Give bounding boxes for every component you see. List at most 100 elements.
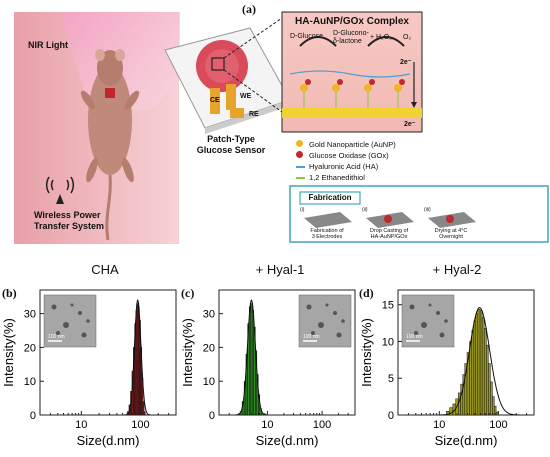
glucose-oxidase-icon bbox=[296, 151, 303, 158]
hyaluronic-acid-icon bbox=[296, 166, 305, 169]
tem-particle bbox=[436, 311, 440, 315]
fit-curve bbox=[439, 307, 520, 416]
x-axis-label: Size(d.nm) bbox=[77, 433, 140, 448]
tem-particle bbox=[311, 331, 315, 335]
y-axis-label: Intensity(%) bbox=[180, 318, 195, 387]
histogram-bar bbox=[492, 396, 495, 416]
nir-light-label: NIR Light bbox=[28, 40, 68, 50]
reaction-lactone-line1: D-Glucono- bbox=[333, 30, 369, 37]
nanoparticle-chain bbox=[289, 70, 411, 108]
fabrication-title: Fabrication bbox=[308, 193, 352, 202]
histogram-bar bbox=[143, 411, 146, 416]
schematic-illustration bbox=[14, 11, 549, 244]
tem-particle bbox=[409, 304, 415, 310]
histogram-bar bbox=[469, 341, 473, 416]
tem-particle bbox=[70, 303, 74, 307]
x-tick-label: 100 bbox=[313, 419, 331, 431]
histogram-bar bbox=[486, 344, 489, 416]
electron-label-2: 2e⁻ bbox=[404, 121, 416, 128]
fit-curve bbox=[235, 299, 268, 416]
x-axis-label: Size(d.nm) bbox=[256, 433, 319, 448]
histogram-bar bbox=[475, 313, 479, 416]
complex-title: HA-AuNP/GOx Complex bbox=[295, 16, 409, 27]
reaction-arrow-2 bbox=[367, 36, 405, 47]
tem-scale-label: 100 nm bbox=[48, 334, 65, 340]
y-tick-label: 10 bbox=[24, 376, 36, 388]
fab-step-2: Drop Casting of HA-AuNP/GOx bbox=[369, 228, 409, 240]
dls-chart-cha: 100 nm 0 10 20 30 10 100 Size(d.nm) Intensity(%) bbox=[1, 289, 177, 448]
x-tick-label: 10 bbox=[261, 419, 273, 431]
reaction-o2: O₂ bbox=[403, 34, 412, 41]
y-tick-label: 30 bbox=[203, 309, 215, 321]
reaction-lactone-line2: δ-lactone bbox=[333, 38, 362, 45]
y-axis-label: Intensity(%) bbox=[359, 318, 374, 387]
legend-item: Glucose Oxidase (GOx) bbox=[296, 151, 396, 162]
tem-particle bbox=[439, 332, 445, 338]
fab-step-3: Drying at 4°C Overnight bbox=[434, 228, 468, 240]
fab-step-3-num: (iii) bbox=[424, 207, 431, 213]
histogram-bar bbox=[473, 320, 477, 416]
fab-step-1-num: (i) bbox=[300, 207, 305, 213]
tem-particle bbox=[325, 303, 329, 307]
histogram-bar bbox=[493, 405, 497, 416]
y-tick-label: 20 bbox=[24, 342, 36, 354]
patch-sensor-illustration bbox=[164, 27, 291, 134]
panel-c-label: (c) bbox=[181, 286, 195, 300]
tem-particle bbox=[63, 322, 69, 328]
histogram-bar bbox=[477, 308, 481, 416]
y-tick-label: 10 bbox=[382, 336, 394, 348]
dls-chart-hyal2: 100 nm 0 5 10 15 10 100 Size(d.nm) Intensity(%) bbox=[359, 289, 535, 448]
electrode-ce-label: CE bbox=[210, 97, 220, 104]
y-tick-label: 5 bbox=[388, 373, 394, 385]
electron-label-1: 2e⁻ bbox=[400, 59, 412, 66]
y-tick-label: 0 bbox=[209, 410, 215, 422]
histogram-bar bbox=[483, 327, 487, 416]
wireless-label-line2: Transfer System bbox=[34, 221, 105, 231]
x-tick-label: 10 bbox=[75, 419, 87, 431]
ethanedithiol-icon bbox=[296, 177, 305, 180]
mouse-illustration bbox=[80, 49, 140, 241]
electrode-re-label: RE bbox=[249, 111, 259, 118]
y-axis-label: Intensity(%) bbox=[1, 318, 16, 387]
histogram-bar bbox=[490, 381, 493, 416]
y-tick-label: 0 bbox=[30, 410, 36, 422]
tem-particle bbox=[318, 322, 324, 328]
tem-particle bbox=[444, 319, 448, 323]
fit-curve bbox=[124, 299, 151, 416]
histogram-bar bbox=[481, 316, 485, 416]
legend-item: 1,2 Ethanedithiol bbox=[296, 173, 396, 184]
sensor-label-line1: Patch-Type bbox=[207, 134, 255, 144]
tem-particle bbox=[336, 332, 342, 338]
x-tick-label: 100 bbox=[131, 419, 149, 431]
x-tick-label: 100 bbox=[489, 419, 507, 431]
component-legend: Gold Nanoparticle (AuNP) Glucose Oxidase… bbox=[296, 140, 396, 184]
panel-b-label: (b) bbox=[2, 286, 17, 300]
y-tick-label: 10 bbox=[203, 376, 215, 388]
fabrication-step-images bbox=[304, 212, 476, 228]
tem-particle bbox=[341, 319, 345, 323]
tem-particle bbox=[414, 331, 418, 335]
histogram-bar bbox=[488, 363, 491, 416]
histogram-bar bbox=[471, 330, 475, 416]
tem-particle bbox=[86, 319, 90, 323]
y-tick-label: 15 bbox=[382, 300, 394, 312]
sensor-label-line2: Glucose Sensor bbox=[196, 145, 266, 155]
tem-particle bbox=[421, 322, 427, 328]
wireless-icon bbox=[45, 176, 75, 204]
histogram-bar bbox=[479, 310, 483, 416]
tem-particle bbox=[81, 332, 87, 338]
legend-item: Hyaluronic Acid (HA) bbox=[296, 162, 396, 173]
tem-scale-label: 100 nm bbox=[303, 334, 320, 340]
reaction-h2o2: + H₂O₂ bbox=[370, 34, 392, 41]
tem-particle bbox=[51, 304, 57, 310]
tem-scale-label: 100 nm bbox=[406, 334, 423, 340]
y-tick-label: 20 bbox=[203, 342, 215, 354]
x-axis-label: Size(d.nm) bbox=[435, 433, 498, 448]
tem-particle bbox=[428, 303, 432, 307]
x-tick-label: 10 bbox=[433, 419, 445, 431]
y-tick-label: 0 bbox=[388, 410, 394, 422]
chart-title-d: + Hyal-2 bbox=[432, 262, 482, 277]
tem-particle bbox=[333, 311, 337, 315]
tem-particle bbox=[56, 331, 60, 335]
panel-a-label: (a) bbox=[242, 2, 256, 16]
